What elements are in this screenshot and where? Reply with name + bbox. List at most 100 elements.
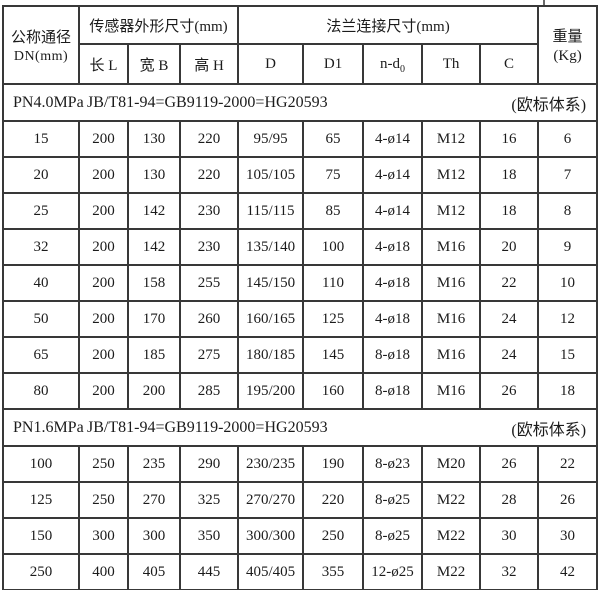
spec-data-row: 20 200 130 220 105/105 75 4-ø14 M12 18 7 [2, 156, 599, 194]
header-flange-connection-group: 法兰连接尺寸(mm) [237, 5, 540, 45]
spec-cell-kg: 26 [537, 481, 599, 519]
spec-cell-c: 18 [479, 156, 540, 194]
spec-cell-d: 160/165 [237, 300, 305, 338]
spec-cell-th: M12 [421, 156, 482, 194]
spec-cell-c: 20 [479, 228, 540, 266]
spec-cell-nd0: 4-ø14 [362, 120, 424, 158]
header-n-d0-subscript: 0 [400, 63, 406, 75]
spec-cell-l: 200 [78, 372, 129, 410]
spec-cell-b: 405 [127, 553, 181, 590]
spec-cell-c: 30 [479, 517, 540, 555]
spec-cell-nd0: 8-ø18 [362, 336, 424, 374]
header-d: D [237, 43, 305, 85]
spec-cell-l: 200 [78, 336, 129, 374]
spec-cell-d1: 125 [302, 300, 365, 338]
spec-cell-l: 400 [78, 553, 129, 590]
spec-cell-nd0: 12-ø25 [362, 553, 424, 590]
spec-cell-d: 145/150 [237, 264, 305, 302]
spec-cell-nd0: 4-ø18 [362, 264, 424, 302]
spec-cell-d1: 145 [302, 336, 365, 374]
spec-cell-d1: 220 [302, 481, 365, 519]
spec-cell-l: 300 [78, 517, 129, 555]
spec-cell-h: 260 [178, 300, 240, 338]
spec-cell-d: 95/95 [237, 120, 305, 158]
spec-cell-l: 250 [78, 445, 129, 483]
spec-data-row: 15 200 130 220 95/95 65 4-ø14 M12 16 6 [2, 120, 599, 158]
spec-cell-nd0: 8-ø23 [362, 445, 424, 483]
spec-cell-h: 350 [178, 517, 240, 555]
header-width-b: 宽 B [127, 43, 181, 85]
spec-cell-b: 270 [127, 481, 181, 519]
spec-data-row: 100 250 235 290 230/235 190 8-ø23 M20 26 22 [2, 445, 599, 483]
spec-cell-kg: 42 [537, 553, 599, 590]
spec-data-row: 40 200 158 255 145/150 110 4-ø18 M16 22 10 [2, 264, 599, 302]
header-n-d0: n-d0 [362, 43, 424, 85]
standard-code-label: JB/T81-94=GB9119-2000=HG20593 [87, 418, 328, 436]
pressure-section-row: PN4.0MPa JB/T81-94=GB9119-2000=HG20593 (欧标… [1, 83, 599, 122]
spec-cell-l: 200 [78, 156, 129, 194]
header-c: C [479, 43, 540, 85]
spec-cell-nd0: 4-ø18 [362, 228, 424, 266]
spec-cell-d1: 250 [302, 517, 365, 555]
spec-cell-d1: 75 [302, 156, 365, 194]
spec-cell-dn: 15 [2, 120, 80, 158]
spec-cell-h: 290 [178, 445, 240, 483]
spec-cell-l: 200 [78, 120, 129, 158]
header-nominal-diameter: 公称通径 DN(mm) [2, 5, 80, 85]
spec-cell-th: M22 [421, 553, 482, 590]
spec-cell-th: M16 [421, 336, 482, 374]
pressure-rating-label: PN1.6MPa [13, 418, 84, 436]
spec-cell-d1: 355 [302, 553, 365, 590]
spec-cell-dn: 25 [2, 192, 80, 230]
spec-cell-kg: 6 [537, 120, 599, 158]
spec-cell-h: 325 [178, 481, 240, 519]
spec-cell-c: 32 [479, 553, 540, 590]
header-nominal-diameter-unit: DN(mm) [13, 48, 69, 64]
spec-cell-d1: 100 [302, 228, 365, 266]
spec-cell-th: M12 [421, 120, 482, 158]
spec-cell-b: 185 [127, 336, 181, 374]
spec-cell-h: 220 [178, 120, 240, 158]
spec-cell-th: M22 [421, 517, 482, 555]
spec-data-row: 80 200 200 285 195/200 160 8-ø18 M16 26 18 [2, 372, 599, 410]
standard-system-note: (欧标体系) [511, 421, 587, 439]
header-n-d0-main: n-d [380, 55, 401, 72]
spec-cell-c: 26 [479, 372, 540, 410]
spec-cell-d1: 160 [302, 372, 365, 410]
header-height-h: 高 H [178, 43, 240, 85]
spec-cell-nd0: 4-ø14 [362, 192, 424, 230]
spec-cell-dn: 80 [2, 372, 80, 410]
spec-cell-nd0: 8-ø18 [362, 372, 424, 410]
header-nominal-diameter-cn: 公称通径 [10, 29, 71, 46]
spec-cell-nd0: 4-ø18 [362, 300, 424, 338]
spec-cell-dn: 50 [2, 300, 80, 338]
spec-cell-dn: 40 [2, 264, 80, 302]
pressure-section-cell: PN4.0MPa JB/T81-94=GB9119-2000=HG20593 (欧标… [1, 83, 599, 122]
spec-cell-h: 255 [178, 264, 240, 302]
spec-cell-b: 170 [127, 300, 181, 338]
spec-cell-d1: 190 [302, 445, 365, 483]
pressure-section-inner: PN4.0MPa JB/T81-94=GB9119-2000=HG20593 (欧标… [5, 91, 595, 115]
spec-cell-b: 158 [127, 264, 181, 302]
spec-cell-th: M20 [421, 445, 482, 483]
header-weight: 重量 (Kg) [537, 5, 599, 85]
pressure-rating-label: PN4.0MPa [13, 93, 84, 111]
header-sensor-dimensions-group: 传感器外形尺寸(mm) [77, 5, 240, 45]
spec-cell-th: M16 [421, 228, 482, 266]
spec-cell-b: 130 [127, 156, 181, 194]
spec-cell-nd0: 8-ø25 [362, 517, 424, 555]
spec-cell-h: 275 [178, 336, 240, 374]
spec-cell-kg: 30 [537, 517, 599, 555]
header-th: Th [421, 43, 482, 85]
spec-cell-c: 26 [479, 445, 540, 483]
spec-cell-c: 24 [479, 300, 540, 338]
spec-cell-kg: 12 [537, 300, 599, 338]
spec-cell-d: 230/235 [237, 445, 305, 483]
spec-cell-kg: 10 [537, 264, 599, 302]
spec-cell-l: 200 [78, 264, 129, 302]
spec-cell-h: 445 [178, 553, 240, 590]
dimension-spec-table: 公称通径 DN(mm) 传感器外形尺寸(mm) 法兰连接尺寸(mm) 重量 (K… [1, 5, 599, 590]
spec-cell-dn: 20 [2, 156, 80, 194]
spec-cell-th: M12 [421, 192, 482, 230]
